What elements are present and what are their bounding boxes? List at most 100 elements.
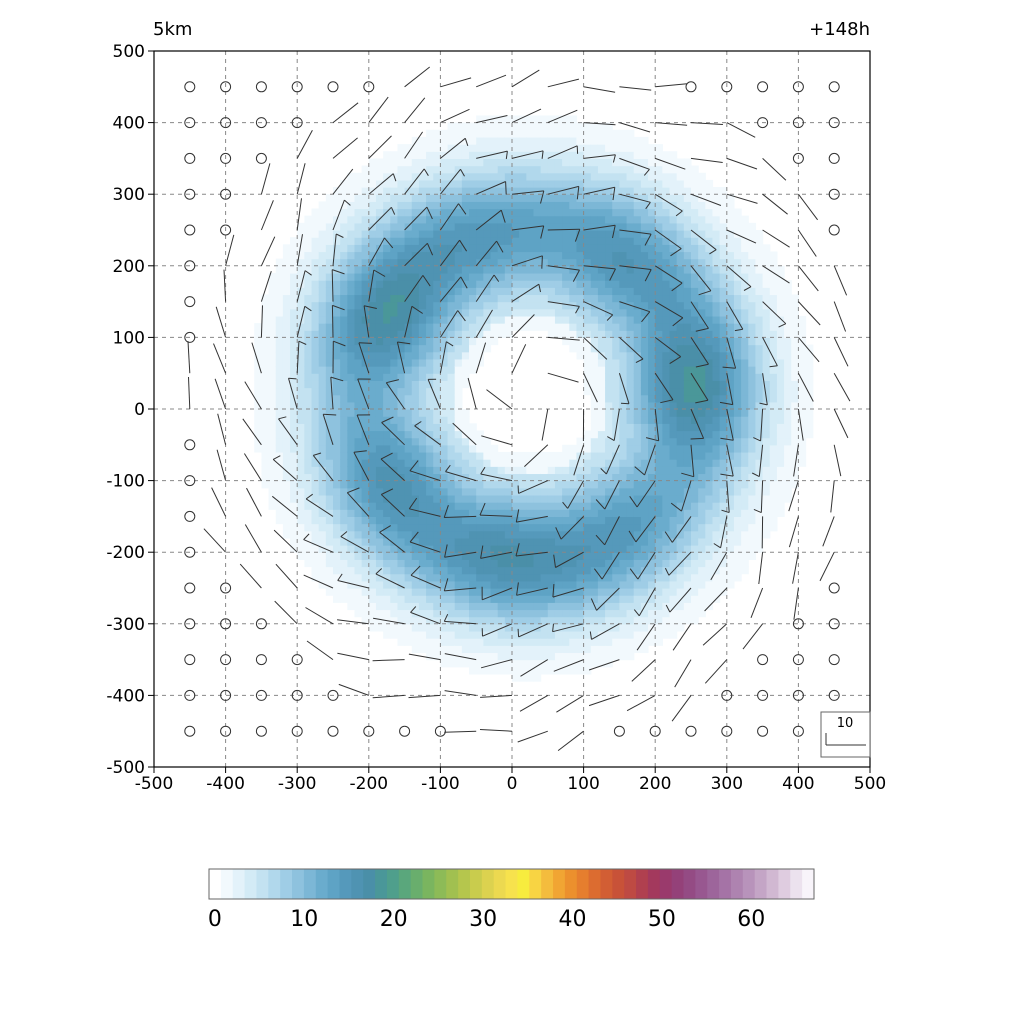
contour-cell [669,444,678,453]
contour-cell [755,258,764,267]
contour-cell [583,480,592,489]
contour-cell [483,172,492,181]
contour-cell [368,308,377,317]
contour-cell [748,337,757,346]
contour-cell [297,330,305,338]
contour-cell [490,638,499,646]
contour-cell [633,516,642,525]
wind-barb [619,265,652,282]
contour-cell [569,323,578,331]
contour-cell [490,509,499,517]
contour-cell [275,373,284,381]
contour-cell [390,165,399,174]
contour-cell [583,265,592,274]
contour-cell [619,409,628,417]
contour-cell [504,595,513,603]
contour-cell [741,444,749,453]
contour-cell [490,151,499,159]
contour-cell [390,423,399,432]
contour-cell [648,580,656,589]
contour-cell [375,552,384,560]
contour-cell [741,545,749,553]
contour-cell [741,509,749,517]
contour-cell [655,416,663,424]
contour-cell [469,208,477,217]
contour-cell [397,237,406,245]
contour-cell [769,401,778,410]
contour-cell [554,666,563,675]
contour-cell [719,416,728,424]
contour-cell [440,466,449,475]
contour-cell [354,494,363,503]
contour-cell [590,451,599,460]
contour-cell [626,530,635,539]
contour-cell [440,215,449,224]
contour-cell [676,409,685,417]
wind-barb [762,301,787,328]
contour-cell [612,323,620,331]
contour-cell [590,301,599,310]
contour-cell [433,537,441,546]
contour-cell [340,373,348,381]
contour-cell [504,623,513,632]
contour-cell [626,380,635,389]
contour-cell [512,165,520,174]
contour-cell [626,258,635,267]
contour-cell [433,251,441,260]
contour-cell [483,509,492,517]
contour-cell [683,344,692,353]
contour-cell [640,230,649,238]
contour-cell [569,652,578,661]
contour-cell [741,494,749,503]
contour-cell [368,337,377,346]
contour-cell [311,480,320,489]
contour-cell [733,466,742,475]
contour-cell [726,215,735,224]
contour-cell [433,494,441,503]
contour-cell [361,609,370,618]
contour-cell [497,487,506,496]
contour-cell [404,201,413,210]
contour-cell [719,451,728,460]
contour-cell [476,122,484,131]
contour-cell [297,437,305,446]
contour-cell [590,244,599,253]
contour-cell [447,659,456,668]
contour-cell [662,509,671,517]
contour-cell [447,337,456,346]
contour-cell [290,330,298,338]
contour-cell [726,380,735,389]
contour-cell [469,265,477,274]
contour-cell [418,265,427,274]
contour-cell [476,165,484,174]
contour-cell [576,144,585,152]
contour-cell [361,165,370,174]
contour-cell [784,401,792,410]
calm-wind-marker [792,689,804,701]
contour-cell [440,516,449,525]
contour-cell [418,566,427,575]
contour-cell [683,194,692,202]
contour-cell [648,323,656,331]
contour-cell [318,208,327,217]
contour-cell [512,287,520,296]
contour-cell [705,537,714,546]
contour-cell [526,595,535,603]
contour-cell [769,323,778,331]
contour-cell [275,308,284,317]
contour-cell [447,638,456,646]
contour-cell [512,151,520,159]
contour-cell [691,437,699,446]
contour-cell [397,566,406,575]
contour-cell [297,394,305,403]
calm-wind-marker [184,152,196,164]
contour-cell [719,315,728,324]
contour-cell [433,451,441,460]
calm-wind-marker [255,618,267,630]
contour-cell [340,537,348,546]
contour-cell [347,423,356,432]
wind-barb [690,408,705,440]
contour-cell [390,401,399,410]
contour-cell [691,244,699,253]
contour-cell [447,494,456,503]
